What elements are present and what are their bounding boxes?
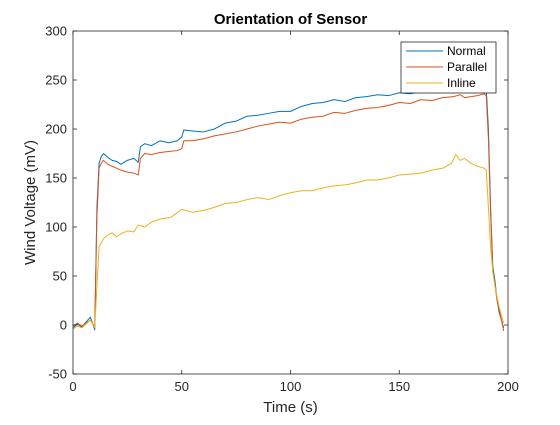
- y-tick-label: 50: [53, 269, 67, 284]
- y-tick-label: 0: [60, 318, 67, 333]
- x-tick-label: 0: [69, 379, 76, 394]
- y-tick-label: 150: [45, 171, 67, 186]
- y-tick-label: 300: [45, 24, 67, 39]
- x-axis-label: Time (s): [263, 399, 317, 416]
- x-tick-label: 200: [497, 379, 519, 394]
- x-tick-label: 100: [280, 379, 302, 394]
- x-tick-label: 50: [175, 379, 189, 394]
- series-line-parallel: [72, 93, 505, 331]
- y-tick-label: 200: [45, 122, 67, 137]
- legend: Normal Parallel Inline: [400, 41, 497, 94]
- x-tick-label: 150: [388, 379, 410, 394]
- series-line-inline: [72, 153, 505, 330]
- y-tick-label: 250: [45, 73, 67, 88]
- y-axis-label: Wind Voltage (mV): [22, 140, 39, 265]
- legend-label-parallel: Parallel: [447, 60, 487, 74]
- legend-label-inline: Inline: [447, 76, 476, 90]
- y-tick-label: -50: [48, 367, 67, 382]
- legend-label-normal: Normal: [447, 44, 486, 58]
- x-tick-group: 0 50 100 150 200: [69, 31, 519, 394]
- y-tick-group: -50 0 50 100 150 200 250 300: [45, 24, 508, 382]
- y-tick-label: 100: [45, 220, 67, 235]
- chart-title: Orientation of Sensor: [214, 11, 368, 28]
